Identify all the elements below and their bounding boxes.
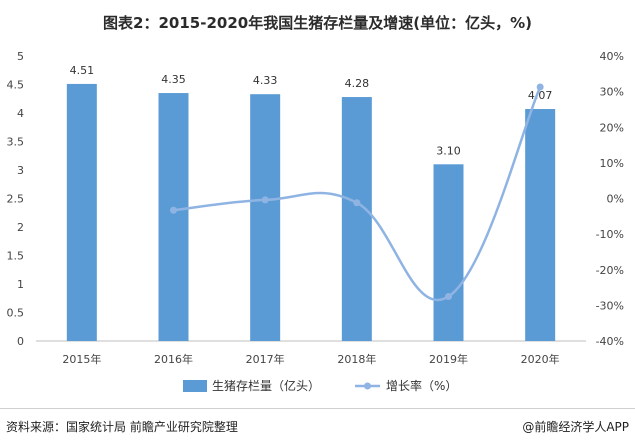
y-left-tick-label: 3.5	[7, 136, 25, 149]
bar	[341, 97, 372, 341]
legend-bar-swatch	[183, 380, 207, 392]
y-left-tick-label: 0	[17, 335, 24, 348]
y-right-tick-label: -20%	[596, 264, 624, 277]
bar-data-label: 4.07	[528, 89, 553, 102]
bar	[250, 94, 281, 341]
brand-credit: @前瞻经济学人APP	[522, 420, 629, 434]
legend-bar-label: 生猪存栏量（亿头）	[212, 378, 320, 393]
y-left-tick-label: 4.5	[7, 79, 25, 92]
growth-rate-line	[173, 86, 542, 301]
x-tick-label: 2018年	[337, 352, 376, 366]
bar	[66, 83, 97, 342]
y-left-tick-label: 1.5	[7, 250, 25, 263]
y-right-tick-label: -10%	[596, 228, 624, 241]
y-left-tick-label: 1	[17, 278, 24, 291]
bar	[158, 93, 189, 341]
bar-data-label: 4.28	[345, 77, 370, 90]
x-tick-label: 2017年	[246, 352, 285, 366]
y-left-tick-label: 4	[17, 107, 24, 120]
y-left-tick-label: 5	[17, 50, 24, 63]
x-tick-label: 2020年	[521, 352, 560, 366]
x-tick-label: 2016年	[154, 352, 193, 366]
line-point	[261, 196, 269, 204]
legend-line-marker	[364, 382, 371, 390]
bar	[433, 164, 464, 341]
y-left-tick-label: 3	[17, 164, 24, 177]
footer-divider	[0, 408, 635, 409]
bar	[525, 109, 556, 341]
y-left-tick-label: 0.5	[7, 307, 25, 320]
bar-data-label: 3.10	[436, 144, 461, 157]
line-point	[445, 292, 452, 300]
bar-data-label: 4.35	[161, 73, 186, 86]
y-right-tick-label: 40%	[600, 50, 624, 63]
source-note: 资料来源：国家统计局 前瞻产业研究院整理	[6, 420, 238, 434]
y-left-tick-label: 2.5	[7, 193, 25, 206]
line-point	[170, 206, 177, 214]
x-tick-label: 2019年	[429, 352, 468, 366]
y-right-tick-label: -40%	[596, 335, 624, 348]
line-point	[536, 83, 544, 91]
y-right-tick-label: 20%	[600, 121, 624, 134]
chart-title: 图表2：2015-2020年我国生猪存栏量及增速(单位：亿头，%)	[103, 14, 532, 32]
bar-data-label: 4.51	[70, 64, 95, 77]
line-point	[353, 199, 361, 207]
y-right-tick-label: 10%	[600, 157, 624, 170]
y-right-tick-label: 30%	[600, 86, 624, 99]
x-tick-label: 2015年	[62, 352, 101, 366]
bar-data-label: 4.33	[253, 74, 278, 87]
y-left-tick-label: 2	[17, 221, 24, 234]
y-right-tick-label: 0%	[607, 193, 624, 206]
legend-line-label: 增长率（%）	[386, 378, 457, 393]
y-right-tick-label: -30%	[596, 299, 624, 312]
